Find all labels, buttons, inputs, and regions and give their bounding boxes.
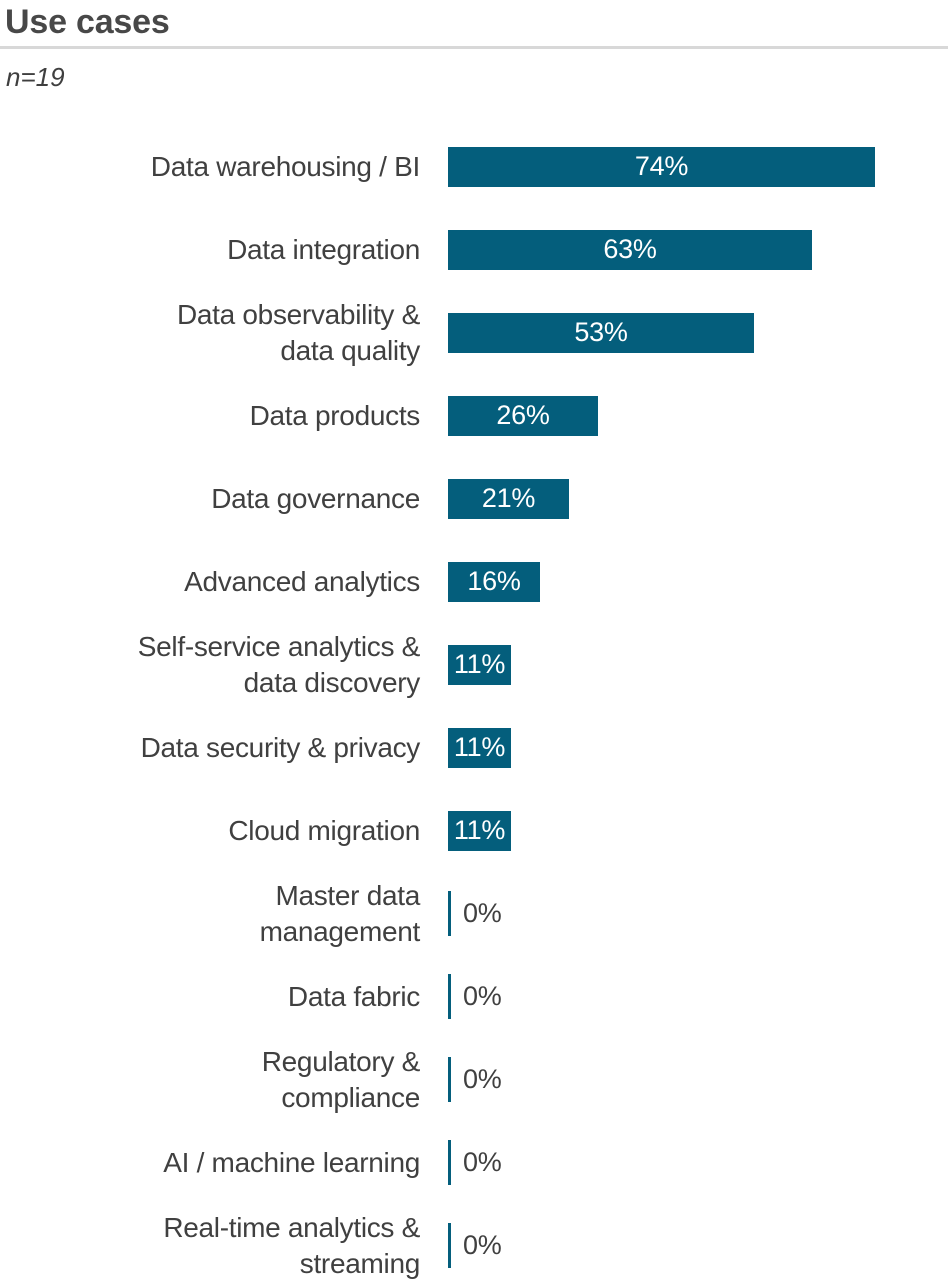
category-label: Data warehousing / BI [150, 150, 421, 182]
chart-row: Data governance 21% [0, 457, 948, 540]
chart-row: AI / machine learning 0% [0, 1121, 948, 1204]
bar-area: 0% [448, 891, 948, 936]
category-label: Data fabric [287, 980, 420, 1012]
chart-header: Use cases [0, 0, 948, 49]
bar-area: 0% [448, 1140, 948, 1185]
bar: 21% [448, 478, 569, 519]
value-label: 11% [453, 649, 506, 679]
zero-baseline-tick [448, 891, 451, 936]
value-label: 74% [634, 151, 689, 181]
value-label: 0% [463, 898, 502, 928]
chart-row: Cloud migration 11% [0, 789, 948, 872]
bar-area: 0% [448, 1057, 948, 1102]
zero-baseline-tick [448, 1140, 451, 1185]
category-label: Regulatory & compliance [261, 1045, 421, 1113]
category-label: Data security & privacy [140, 731, 421, 763]
bar-area: 11% [448, 810, 948, 851]
category-label: Self-service analytics & data discovery [137, 630, 421, 698]
value-label: 11% [453, 815, 506, 845]
sample-size-note: n=19 [6, 62, 65, 92]
category-label: Data observability & data quality [176, 298, 420, 366]
chart-row: Data fabric 0% [0, 955, 948, 1038]
bar-chart: Data warehousing / BI 74% Data integration… [0, 125, 948, 1287]
value-label: 53% [574, 317, 628, 347]
value-label: 16% [467, 566, 521, 596]
bar-area: 11% [448, 644, 948, 685]
chart-row: Data products 26% [0, 374, 948, 457]
category-label: Data products [249, 399, 421, 431]
chart-row: Data observability & data quality 53% [0, 291, 948, 374]
bar: 26% [448, 395, 598, 436]
category-label: Data integration [227, 233, 420, 265]
bar-area: 0% [448, 974, 948, 1019]
value-label: 0% [463, 981, 502, 1011]
chart-row: Regulatory & compliance 0% [0, 1038, 948, 1121]
chart-row: Advanced analytics 16% [0, 540, 948, 623]
value-label: 11% [453, 732, 506, 762]
bar-area: 63% [448, 229, 948, 270]
bar-area: 21% [448, 478, 948, 519]
category-label: Master data management [259, 879, 421, 947]
chart-row: Self-service analytics & data discovery 1… [0, 623, 948, 706]
bar: 53% [448, 312, 754, 353]
value-label: 21% [481, 483, 536, 513]
bar-rows: Data warehousing / BI 74% Data integration… [0, 125, 948, 1287]
value-label: 63% [603, 234, 657, 264]
bar: 16% [448, 561, 540, 602]
chart-row: Master data management 0% [0, 872, 948, 955]
category-label: Advanced analytics [184, 565, 420, 597]
bar: 11% [448, 810, 511, 851]
value-label: 0% [463, 1064, 502, 1094]
category-label: AI / machine learning [163, 1146, 420, 1178]
zero-baseline-tick [448, 1223, 451, 1268]
bar-area: 16% [448, 561, 948, 602]
bar-area: 0% [448, 1223, 948, 1268]
zero-baseline-tick [448, 974, 451, 1019]
category-label: Cloud migration [228, 814, 420, 846]
bar: 11% [448, 727, 511, 768]
bar: 74% [448, 146, 875, 187]
zero-baseline-tick [448, 1057, 451, 1102]
value-label: 26% [496, 400, 550, 430]
chart-row: Data warehousing / BI 74% [0, 125, 948, 208]
chart-row: Real-time analytics & streaming 0% [0, 1204, 948, 1287]
chart-title: Use cases [5, 3, 170, 41]
chart-row: Data security & privacy 11% [0, 706, 948, 789]
bar-area: 74% [448, 146, 948, 187]
bar-area: 11% [448, 727, 948, 768]
bar-area: 26% [448, 395, 948, 436]
bar-area: 53% [448, 312, 948, 353]
bar: 11% [448, 644, 511, 685]
chart-row: Data integration 63% [0, 208, 948, 291]
category-label: Real-time analytics & streaming [163, 1211, 420, 1279]
value-label: 0% [463, 1230, 502, 1260]
bar: 63% [448, 229, 812, 270]
value-label: 0% [463, 1147, 502, 1177]
category-label: Data governance [211, 482, 420, 514]
